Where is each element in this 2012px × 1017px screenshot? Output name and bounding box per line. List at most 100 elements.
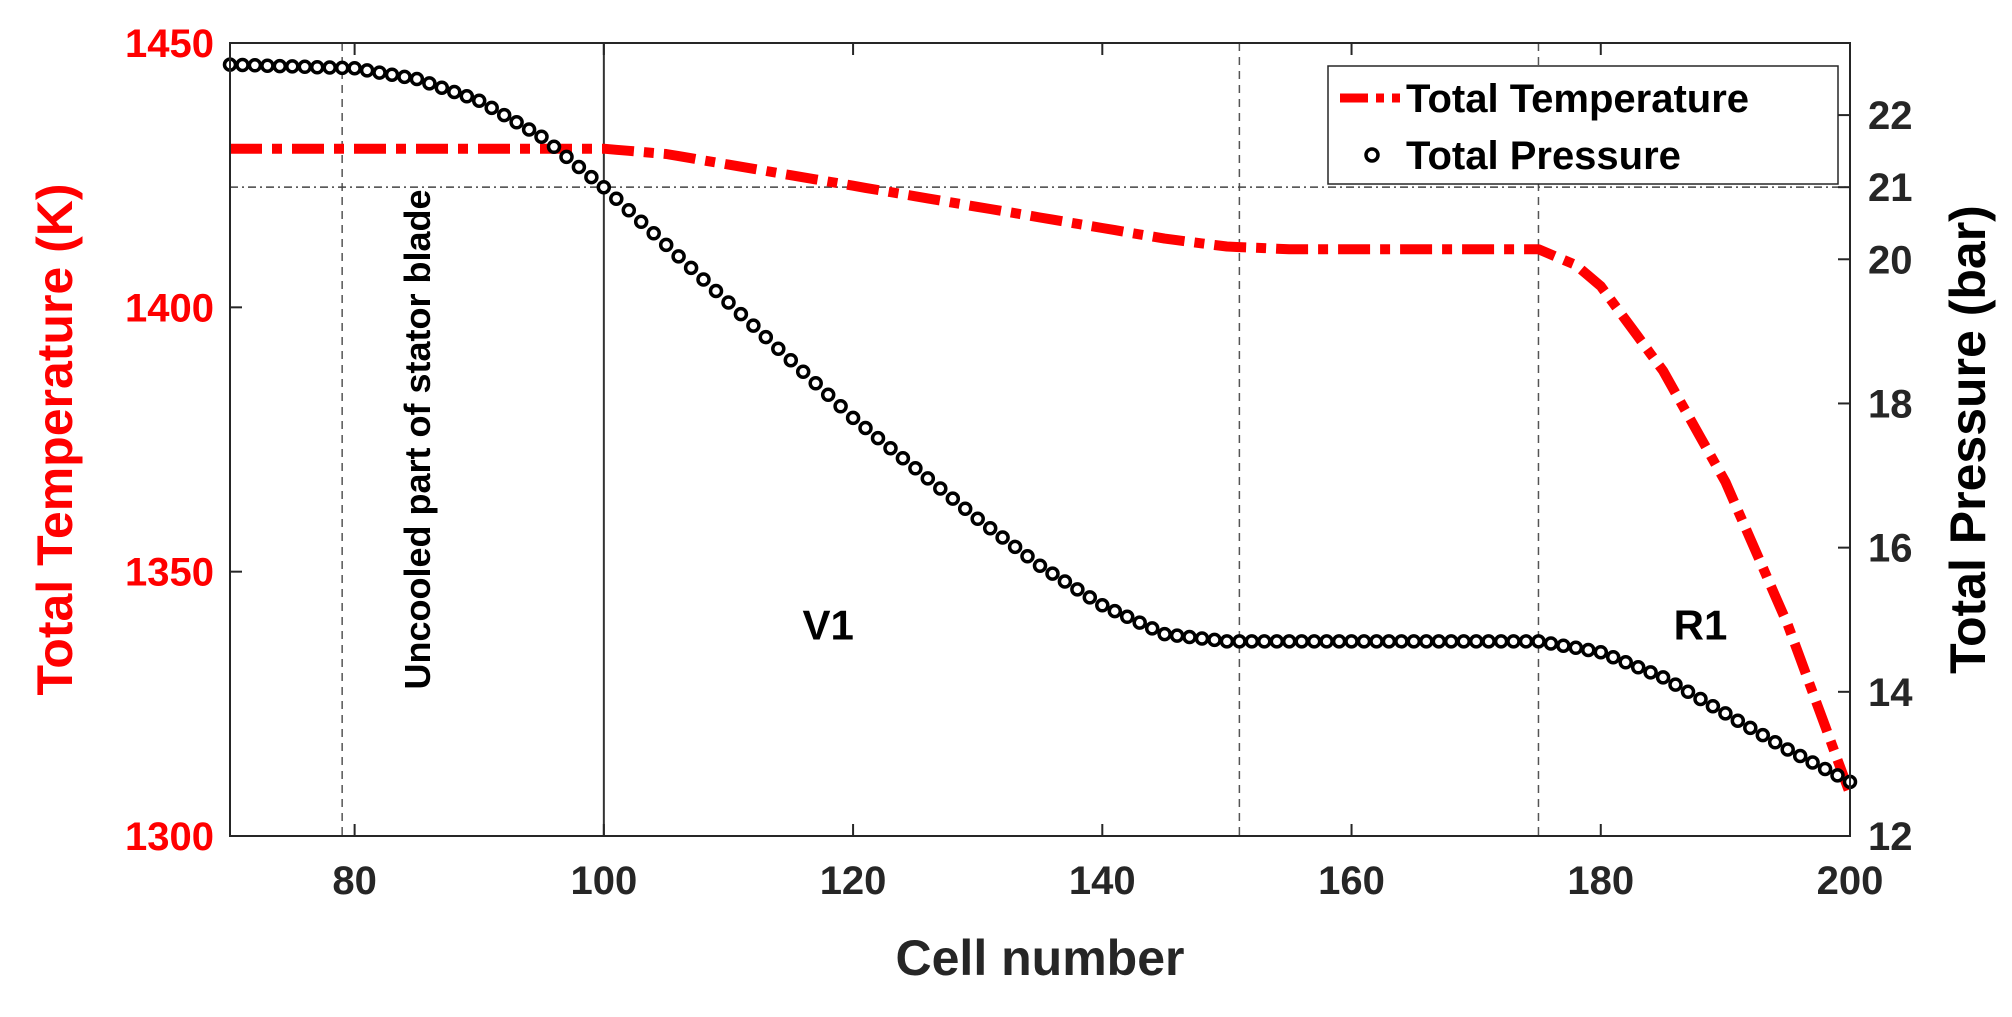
y-right-tick-label: 20: [1868, 238, 1913, 282]
pressure-point: [1605, 649, 1621, 665]
pressure-point: [1581, 642, 1596, 658]
y-left-tick-label: 1300: [125, 815, 214, 859]
pressure-point: [609, 191, 624, 206]
y-left-tick-label: 1400: [125, 286, 214, 330]
pressure-point: [1082, 590, 1098, 605]
pressure-point: [683, 260, 699, 276]
pressure-point: [658, 237, 674, 253]
temperature-line: [230, 143, 1855, 796]
pressure-point: [1219, 634, 1235, 649]
y-right-tick-label: 21: [1868, 166, 1913, 210]
x-tick-label: 140: [1069, 859, 1136, 903]
pressure-point: [820, 387, 836, 403]
pressure-point: [1705, 698, 1721, 714]
pressure-point: [1107, 603, 1123, 619]
pressure-point: [1655, 670, 1671, 685]
x-tick-label: 160: [1318, 859, 1385, 903]
pressure-point: [1618, 655, 1633, 670]
y-right-tick-label: 12: [1868, 815, 1913, 859]
pressure-point: [895, 450, 911, 466]
pressure-point: [447, 84, 462, 100]
pressure-point: [1506, 634, 1521, 649]
pressure-point: [1406, 634, 1422, 649]
x-tick-label: 180: [1567, 859, 1634, 903]
x-tick-label: 200: [1817, 859, 1884, 903]
pressure-point: [733, 306, 749, 322]
pressure-point: [1344, 634, 1359, 649]
pressure-point: [534, 129, 549, 144]
pressure-point: [1020, 549, 1035, 564]
pressure-point: [347, 60, 362, 76]
pressure-point: [1070, 582, 1085, 597]
pressure-point: [397, 69, 412, 85]
pressure-point: [1319, 634, 1334, 649]
pressure-point: [1032, 558, 1048, 573]
pressure-point: [1718, 706, 1733, 721]
pressure-point: [1369, 634, 1384, 649]
pressure-point: [970, 511, 985, 527]
pressure-point: [1792, 748, 1808, 764]
pressure-point: [1095, 598, 1110, 613]
pressure-point: [1232, 634, 1247, 649]
pressure-point: [1331, 634, 1347, 649]
pressure-point: [883, 440, 898, 456]
pressure-point: [1493, 634, 1509, 649]
pressure-point: [322, 60, 337, 75]
pressure-point: [434, 80, 450, 95]
pressure-point: [1556, 638, 1571, 653]
pressure-point: [1568, 640, 1584, 656]
y-right-tick-label: 18: [1868, 382, 1913, 426]
axis-ticks: 80 100 120 140 160 180 200 1300 1350 1400 1450 12 14…: [125, 22, 1913, 903]
y-right-axis-title: Total Pressure (bar): [1940, 205, 1996, 674]
pressure-point: [359, 63, 375, 78]
x-tick-label: 80: [332, 859, 377, 903]
pressure-point: [1007, 539, 1023, 555]
pressure-point: [1182, 629, 1197, 645]
pressure-point: [633, 214, 649, 230]
pressure-point: [247, 58, 263, 73]
pressure-point: [334, 60, 350, 76]
pressure-point: [1518, 634, 1534, 649]
y-right-tick-label: 22: [1868, 94, 1913, 138]
annotation-r1: R1: [1674, 602, 1728, 649]
pressure-point: [1045, 566, 1060, 581]
annotation-v1: V1: [802, 602, 853, 649]
legend-pressure-label: Total Pressure: [1406, 134, 1681, 178]
pressure-point: [908, 461, 923, 476]
y-left-tick-label: 1450: [125, 22, 214, 66]
pressure-point: [1194, 631, 1210, 646]
pressure-point: [571, 159, 587, 175]
pressure-point: [1817, 761, 1833, 777]
legend-pressure-swatch: [1364, 147, 1380, 163]
pressure-point: [459, 89, 475, 104]
pressure-point: [1119, 609, 1135, 625]
pressure-point: [1157, 626, 1172, 642]
pressure-point: [858, 420, 873, 436]
pressure-point: [746, 318, 761, 333]
pressure-point: [646, 226, 661, 241]
y-right-tick-label: 14: [1868, 671, 1913, 715]
pressure-point: [1805, 755, 1820, 770]
y-left-tick-label: 1350: [125, 551, 214, 595]
pressure-point: [1668, 677, 1683, 692]
pressure-point: [920, 471, 936, 486]
pressure-point: [1244, 634, 1260, 649]
pressure-point: [1294, 634, 1309, 649]
pressure-point: [845, 410, 861, 426]
x-tick-label: 100: [570, 859, 637, 903]
pressure-point: [1394, 634, 1409, 649]
x-tick-label: 120: [820, 859, 887, 903]
pressure-point: [1730, 713, 1746, 728]
pressure-point: [1630, 660, 1646, 675]
pressure-point: [297, 59, 313, 75]
pressure-point: [1780, 742, 1795, 757]
pressure-point: [771, 341, 786, 356]
pressure-point: [1543, 636, 1559, 651]
pressure-point: [696, 272, 711, 287]
pressure-point: [596, 179, 612, 195]
pressure-point: [1743, 720, 1758, 736]
pressure-point: [671, 249, 686, 264]
pressure-point: [521, 122, 537, 137]
pressure-point: [1468, 634, 1484, 649]
